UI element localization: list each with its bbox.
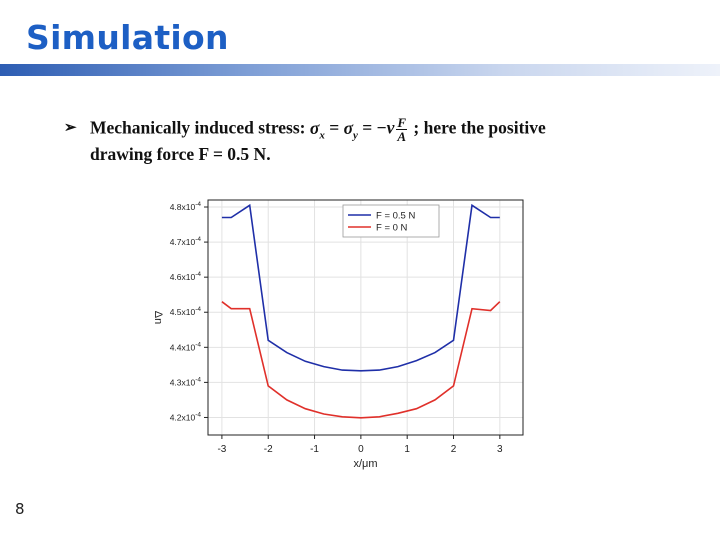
sigma-x: σx xyxy=(309,117,325,142)
plot-border xyxy=(207,199,524,436)
sigma-y: σy xyxy=(343,117,358,142)
slide-title: Simulation xyxy=(26,18,229,57)
legend-label-1: F = 0.5 N xyxy=(376,211,415,222)
page-number: 8 xyxy=(15,500,25,518)
bullet-text-a: Mechanically induced stress: xyxy=(90,117,310,138)
equals-2: = − xyxy=(357,117,387,138)
series-line-1 xyxy=(221,203,500,372)
y-tick-label: 4.5x10-4 xyxy=(170,306,202,317)
y-axis-label: Δn xyxy=(152,311,164,324)
y-tick-label: 4.7x10-4 xyxy=(170,236,202,247)
y-tick-label: 4.3x10-4 xyxy=(170,376,202,387)
x-axis-label: x/μm xyxy=(353,458,377,470)
stress-chart: -3 -2 -1 0 1 2 3 4.2x10-4 4.3x10-4 4.4x10-4 4.5x10… xyxy=(140,190,540,470)
bullet-arrow-icon: ➢ xyxy=(64,120,77,136)
series-line-2 xyxy=(221,301,501,419)
y-tick-label: 4.2x10-4 xyxy=(170,411,202,422)
x-tick-label: -1 xyxy=(310,444,319,455)
x-tick-label: 0 xyxy=(358,444,364,455)
title-accent-bar xyxy=(0,64,720,76)
bullet-line-1: Mechanically induced stress: σx = σy = −… xyxy=(90,116,546,143)
bullet-line-2: drawing force F = 0.5 N. xyxy=(90,144,271,164)
x-tick-label: 3 xyxy=(497,444,503,455)
legend-label-2: F = 0 N xyxy=(376,223,408,234)
y-tick-label: 4.4x10-4 xyxy=(170,341,202,352)
x-tick-label: -3 xyxy=(217,444,226,455)
x-tick-label: -2 xyxy=(264,444,273,455)
x-tick-label: 1 xyxy=(404,444,410,455)
x-tick-label: 2 xyxy=(451,444,457,455)
nu-symbol: ν xyxy=(386,117,395,138)
equals-1: = xyxy=(324,117,344,138)
y-tick-label: 4.8x10-4 xyxy=(170,201,202,212)
bullet-text-b: ; here the positive xyxy=(409,117,546,138)
chart-svg: -3 -2 -1 0 1 2 3 4.2x10-4 4.3x10-4 4.4x10-4 4.5x10… xyxy=(152,199,524,470)
legend-box xyxy=(342,204,440,238)
y-tick-label: 4.6x10-4 xyxy=(170,271,202,282)
